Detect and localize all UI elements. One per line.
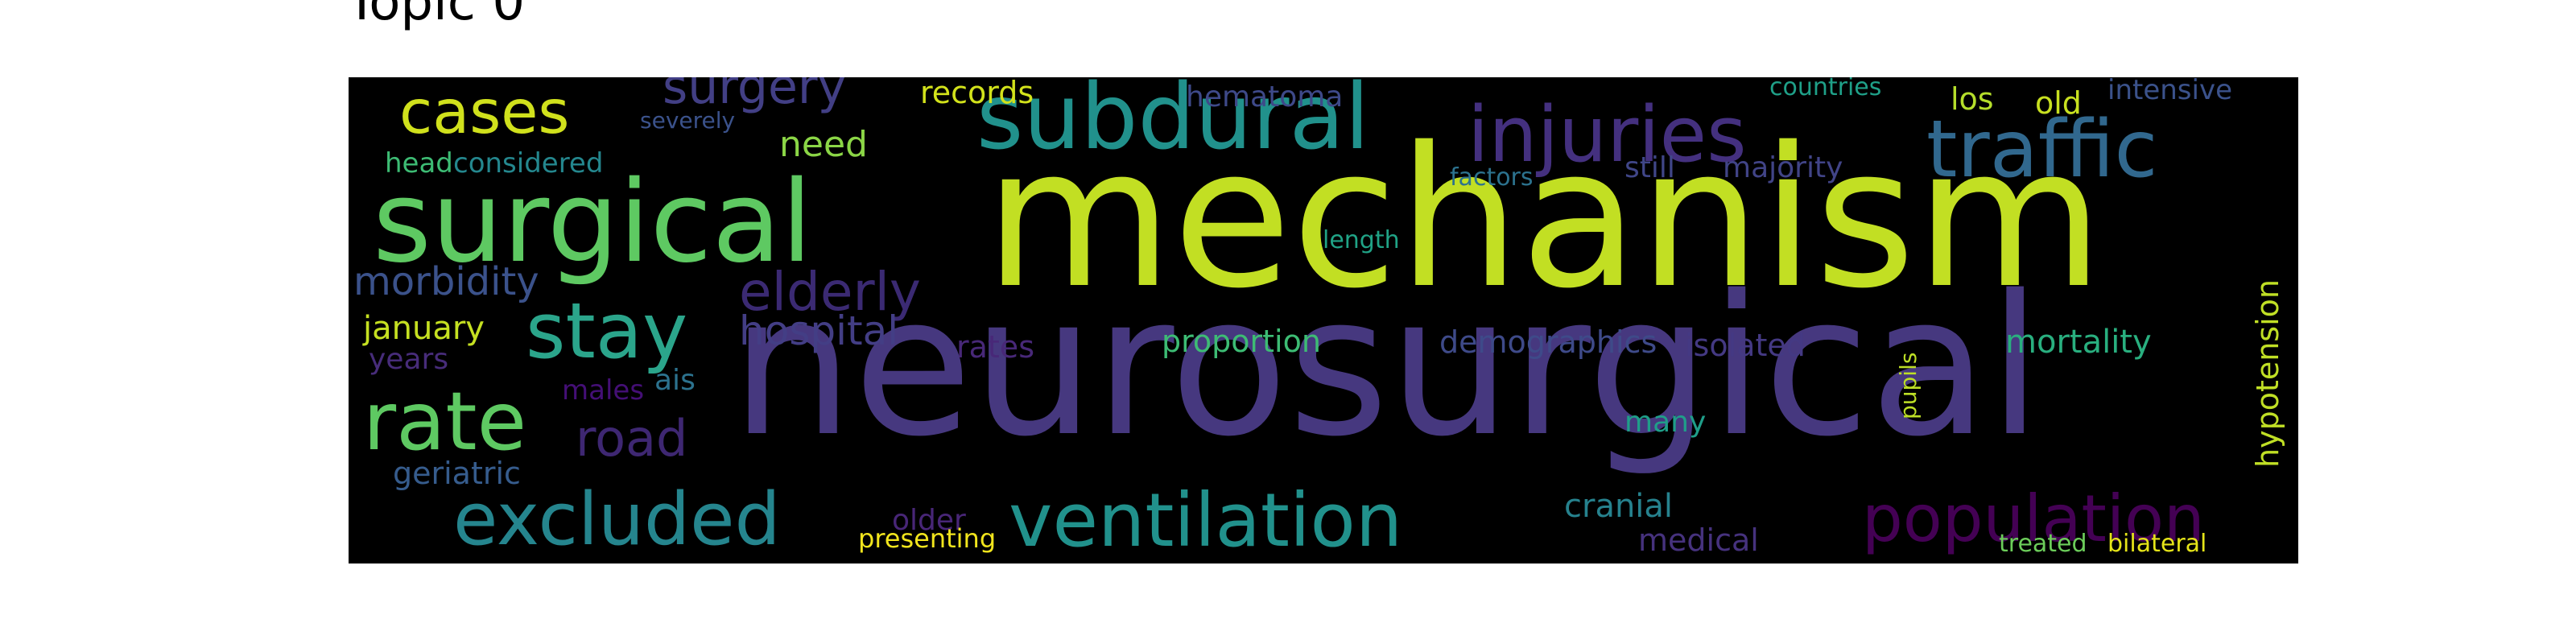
word-cranial: cranial — [1564, 488, 1673, 525]
word-demographics: demographics — [1439, 324, 1657, 360]
word-factors: factors — [1450, 163, 1534, 192]
word-medical: medical — [1638, 522, 1759, 558]
word-males: males — [562, 374, 644, 407]
word-severely: severely — [640, 107, 735, 134]
word-cases: cases — [399, 77, 570, 147]
word-mortality: mortality — [2005, 324, 2152, 361]
word-injuries: injuries — [1468, 91, 1747, 180]
word-cloud: neurosurgical mechanism surgical injuries su… — [349, 77, 2298, 564]
word-presenting: presenting — [858, 523, 996, 554]
word-proportion: proportion — [1162, 324, 1321, 359]
word-hypotension: hypotension — [2250, 279, 2285, 468]
word-old: old — [2035, 85, 2082, 121]
word-considered: considered — [453, 147, 603, 180]
word-need: need — [779, 124, 868, 165]
word-ventilation: ventilation — [1009, 477, 1402, 564]
word-hematoma: hematoma — [1186, 80, 1343, 114]
word-countries: countries — [1769, 77, 1881, 101]
word-isolated: isolated — [1685, 328, 1806, 363]
word-surgical: surgical — [373, 157, 812, 288]
word-ais: ais — [654, 364, 696, 397]
word-years: years — [369, 343, 448, 376]
word-treated: treated — [1999, 530, 2087, 558]
word-bilateral: bilateral — [2107, 530, 2207, 558]
word-excluded: excluded — [453, 477, 781, 562]
word-neurosurgical: neurosurgical — [731, 254, 2041, 479]
word-mechanism: mechanism — [985, 105, 2103, 331]
word-majority: majority — [1723, 151, 1843, 184]
word-los: los — [1951, 81, 1994, 117]
word-elderly: elderly — [739, 261, 921, 323]
word-length: length — [1323, 226, 1400, 254]
word-head: head — [385, 147, 453, 180]
word-surgery: surgery — [663, 77, 846, 115]
word-january: january — [362, 310, 485, 347]
word-population: population — [1862, 481, 2205, 556]
word-many: many — [1624, 406, 1706, 439]
word-traffic: traffic — [1926, 104, 2157, 196]
word-records: records — [920, 77, 1034, 110]
word-rates: rates — [956, 329, 1034, 365]
word-intensive: intensive — [2107, 77, 2232, 106]
word-geriatric: geriatric — [393, 456, 521, 491]
chart-title: Topic 0 — [346, 0, 526, 32]
word-stay: stay — [526, 287, 687, 376]
word-hospital: hospital — [739, 308, 898, 354]
word-rate: rate — [363, 374, 526, 469]
word-morbidity: morbidity — [353, 259, 539, 304]
word-pupils: pupils — [1895, 353, 1922, 419]
word-older: older — [892, 504, 966, 537]
word-road: road — [576, 409, 687, 468]
word-still: still — [1624, 151, 1675, 184]
word-subdural: subdural — [976, 77, 1369, 170]
